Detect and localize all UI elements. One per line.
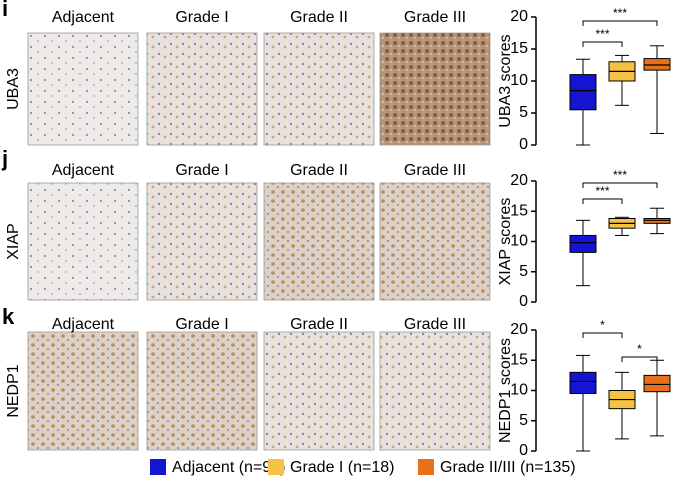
box bbox=[569, 234, 597, 253]
y-tick-label: 10 bbox=[510, 233, 528, 250]
tissue-image bbox=[146, 32, 258, 146]
significance-bracket bbox=[582, 332, 623, 338]
panel-letter: j bbox=[1, 146, 8, 171]
significance-label: * bbox=[600, 318, 605, 332]
y-axis-label: UBA3 scores bbox=[497, 34, 514, 127]
panel-letter: i bbox=[2, 0, 8, 21]
y-tick-label: 15 bbox=[510, 202, 528, 219]
box bbox=[569, 371, 597, 395]
significance-bracket bbox=[582, 41, 623, 47]
significance-bracket bbox=[621, 356, 658, 362]
image-label: Grade I bbox=[175, 162, 228, 179]
box bbox=[643, 58, 671, 71]
tissue-image bbox=[27, 182, 139, 301]
tissue-image bbox=[263, 182, 375, 301]
image-label: Adjacent bbox=[52, 9, 115, 26]
significance-label: *** bbox=[595, 184, 609, 198]
box bbox=[643, 218, 671, 224]
image-label: Adjacent bbox=[52, 162, 115, 179]
significance-bracket bbox=[582, 20, 658, 26]
legend-label: Grade II/III (n=135) bbox=[440, 459, 576, 476]
y-tick-label: 15 bbox=[510, 40, 528, 57]
significance-label: *** bbox=[595, 27, 609, 41]
row-marker: NEDP1 bbox=[5, 364, 22, 417]
significance-label: *** bbox=[613, 168, 627, 182]
significance-label: *** bbox=[613, 6, 627, 20]
significance-bracket bbox=[582, 182, 658, 188]
y-tick-label: 20 bbox=[510, 8, 528, 25]
tissue-image bbox=[263, 32, 375, 146]
image-label: Grade I bbox=[175, 316, 228, 333]
tissue-image bbox=[263, 331, 375, 451]
tissue-image bbox=[379, 32, 491, 146]
y-tick-label: 20 bbox=[510, 321, 528, 338]
box bbox=[569, 74, 597, 111]
y-tick-label: 5 bbox=[519, 412, 528, 429]
panel-letter: k bbox=[2, 304, 15, 329]
y-tick-label: 20 bbox=[510, 172, 528, 189]
significance-label: * bbox=[637, 342, 642, 356]
y-axis-label: XIAP scores bbox=[497, 198, 514, 286]
y-tick-label: 5 bbox=[519, 263, 528, 280]
image-label: Grade III bbox=[404, 162, 466, 179]
legend-label: Grade I (n=18) bbox=[290, 459, 395, 476]
y-tick-label: 5 bbox=[519, 104, 528, 121]
image-label: Grade II bbox=[290, 162, 348, 179]
legend-swatch bbox=[418, 459, 434, 475]
box bbox=[643, 374, 671, 393]
image-label: Grade I bbox=[175, 9, 228, 26]
tissue-image bbox=[146, 182, 258, 301]
tissue-image bbox=[27, 331, 139, 451]
tissue-image bbox=[379, 331, 491, 451]
y-tick-label: 0 bbox=[519, 136, 528, 153]
y-tick-label: 0 bbox=[519, 442, 528, 459]
tissue-image bbox=[379, 182, 491, 301]
y-tick-label: 0 bbox=[519, 293, 528, 310]
row-marker: XIAP bbox=[5, 223, 22, 259]
image-label: Grade III bbox=[404, 316, 466, 333]
row-marker: UBA3 bbox=[5, 68, 22, 110]
y-tick-label: 10 bbox=[510, 72, 528, 89]
y-tick-label: 15 bbox=[510, 351, 528, 368]
y-tick-label: 10 bbox=[510, 382, 528, 399]
legend-swatch bbox=[150, 459, 166, 475]
tissue-image bbox=[146, 331, 258, 451]
image-label: Grade III bbox=[404, 9, 466, 26]
y-axis-label: NEDP1 scores bbox=[497, 338, 514, 443]
image-label: Adjacent bbox=[52, 316, 115, 333]
tissue-image bbox=[27, 32, 139, 146]
image-label: Grade II bbox=[290, 316, 348, 333]
significance-bracket bbox=[582, 198, 623, 204]
legend-swatch bbox=[268, 459, 284, 475]
image-label: Grade II bbox=[290, 9, 348, 26]
legend-label: Adjacent (n=99) bbox=[172, 459, 285, 476]
